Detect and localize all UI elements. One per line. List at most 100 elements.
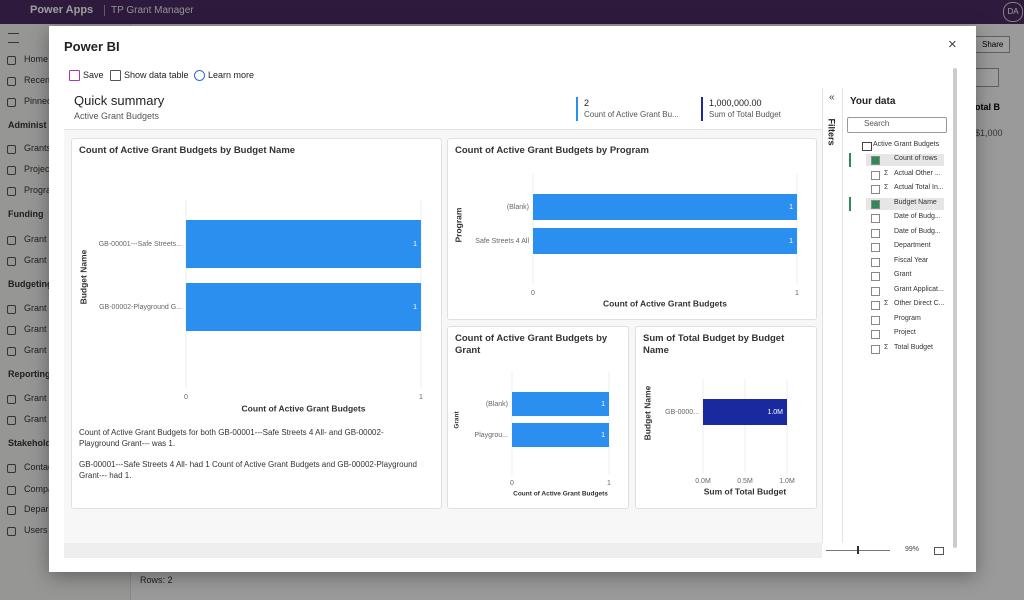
data-label: 1: [413, 304, 417, 311]
checkbox[interactable]: [871, 257, 880, 267]
nav-icon: [7, 187, 16, 196]
nav-item[interactable]: Grant I: [24, 345, 52, 355]
nav-item[interactable]: Home: [24, 54, 49, 64]
fit-button[interactable]: [934, 547, 944, 555]
field-name[interactable]: Project: [894, 329, 916, 336]
search-box[interactable]: [847, 117, 947, 133]
bar: [186, 220, 421, 268]
y-tick-label: GB-00002-Playground G...: [99, 304, 182, 311]
visual-card[interactable]: [447, 326, 629, 509]
menu-icon[interactable]: [8, 33, 19, 43]
y-tick-label: GB-00001---Safe Streets...: [99, 241, 182, 248]
toolbar-button[interactable]: Show data table: [124, 70, 189, 80]
field-name[interactable]: Actual Other ...: [894, 169, 941, 177]
y-axis-title: Grant: [454, 411, 461, 429]
nav-item[interactable]: Project: [24, 164, 53, 174]
collapse-button[interactable]: «: [829, 92, 835, 103]
kpi-accent: [576, 97, 578, 121]
x-axis-title: Count of Active Grant Budgets: [513, 491, 608, 498]
close-button[interactable]: ×: [948, 36, 957, 53]
field-name[interactable]: Date of Budg...: [894, 213, 941, 220]
checkbox[interactable]: [871, 301, 880, 310]
field-name[interactable]: Department: [894, 242, 931, 249]
checkbox[interactable]: [871, 272, 880, 281]
y-tick-label: GB-0000...: [665, 409, 699, 416]
zoom-thumb[interactable]: [857, 546, 859, 554]
nav-item[interactable]: Users: [24, 525, 48, 535]
checkbox[interactable]: [871, 214, 880, 223]
checkbox[interactable]: [871, 228, 880, 238]
toolbar-button[interactable]: Learn more: [208, 70, 255, 80]
x-tick-label: 0.0M: [695, 478, 711, 485]
field-name[interactable]: Total Budget: [894, 343, 933, 351]
nav-item[interactable]: Grants: [24, 143, 52, 153]
toolbar-icon[interactable]: [69, 70, 80, 81]
data-label: 1: [601, 432, 605, 439]
checkbox[interactable]: [871, 156, 880, 165]
scrollbar[interactable]: [953, 68, 957, 548]
nav-icon: [7, 486, 16, 495]
field-name[interactable]: Grant Applicat...: [894, 285, 944, 293]
nav-header: Administ: [8, 120, 47, 130]
field-name[interactable]: Grant: [894, 271, 912, 278]
field-name[interactable]: Count of rows: [894, 155, 938, 162]
field-name[interactable]: Actual Total In...: [894, 184, 944, 191]
search-placeholder[interactable]: Search: [864, 119, 890, 128]
checkbox[interactable]: [871, 170, 880, 180]
checkbox[interactable]: [871, 286, 880, 296]
y-axis-title: Budget Name: [642, 385, 652, 440]
sigma-icon: Σ: [884, 169, 889, 177]
y-axis-title: Program: [453, 207, 463, 242]
field-name[interactable]: Program: [894, 314, 921, 322]
x-tick-label: 1.0M: [779, 478, 795, 485]
avatar[interactable]: DA: [1003, 2, 1023, 22]
nav-item[interactable]: Grant (: [24, 414, 53, 424]
field-name[interactable]: Other Direct C...: [894, 300, 945, 307]
nav-item[interactable]: Grant I: [24, 324, 52, 334]
summary-header: [64, 88, 822, 130]
toolbar-icon[interactable]: [194, 70, 205, 81]
checkbox[interactable]: [871, 315, 880, 325]
x-tick-label: 0: [531, 290, 535, 297]
checkbox[interactable]: [871, 199, 880, 209]
field-name[interactable]: Date of Budg...: [894, 227, 941, 235]
checkbox[interactable]: [871, 243, 880, 252]
nav-item[interactable]: Pinned: [24, 96, 53, 106]
kpi-label: Sum of Total Budget: [709, 110, 781, 119]
toolbar-button[interactable]: Save: [83, 70, 104, 80]
checkbox[interactable]: [871, 185, 880, 194]
top-bar: [0, 0, 1024, 24]
sigma-icon: Σ: [884, 300, 889, 307]
nav-item[interactable]: Progra: [24, 185, 52, 195]
column-header: otal B: [975, 102, 1001, 112]
checkbox[interactable]: [871, 330, 880, 339]
field-highlight: [866, 197, 944, 210]
bottom-bar: [64, 543, 822, 558]
dialog-title: Power BI: [64, 39, 120, 54]
nav-item[interactable]: Depar: [24, 504, 49, 514]
bar: [533, 228, 797, 254]
nav-item[interactable]: Recent: [24, 75, 53, 85]
field-name[interactable]: Fiscal Year: [894, 256, 929, 264]
y-tick-label: Playgrou...: [475, 432, 509, 439]
bar: [533, 194, 797, 220]
field-name[interactable]: Budget Name: [894, 198, 937, 206]
checkbox[interactable]: [871, 344, 880, 354]
bar: [703, 399, 787, 425]
nav-item[interactable]: Compa: [24, 484, 54, 494]
kpi-label: Count of Active Grant Bu...: [584, 110, 679, 119]
data-label: 1: [789, 238, 793, 245]
nav-icon: [7, 347, 16, 356]
nav-item[interactable]: Grant: [24, 393, 47, 403]
nav-header: Reporting: [8, 369, 51, 379]
nav-item[interactable]: Grant I: [24, 234, 52, 244]
table-name[interactable]: Active Grant Budgets: [873, 141, 940, 148]
nav-item[interactable]: Grant I: [24, 303, 52, 313]
nav-item[interactable]: Contac: [24, 462, 53, 472]
nav-item[interactable]: Grant I: [24, 255, 52, 265]
nav-header: Funding: [8, 209, 44, 219]
toolbar-icon[interactable]: [110, 70, 121, 81]
nav-icon: [7, 416, 16, 425]
